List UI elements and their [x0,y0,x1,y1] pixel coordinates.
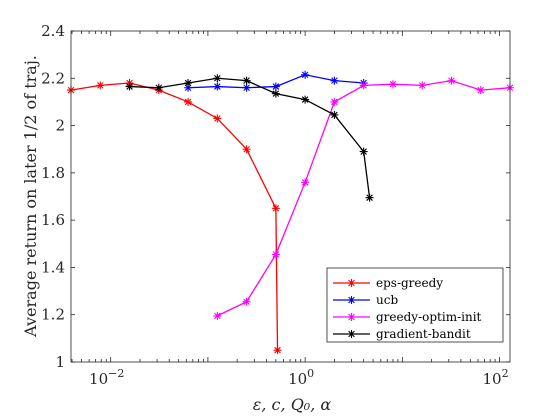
y-tick-label: 1.2 [41,306,65,324]
y-tick-label: 1 [55,353,65,371]
data-point [359,147,368,156]
data-point [184,79,193,88]
data-point [242,76,251,85]
x-tick-label: 102 [483,367,509,388]
x-axis-label: ε, c, Q₀, α [253,395,332,414]
data-point [242,83,251,92]
x-tick-base: 10 [89,370,108,388]
data-point [213,114,222,123]
y-axis-label: Average return on later 1/2 of traj. [21,55,40,338]
x-tick-exponent: 0 [307,367,314,380]
x-tick-base: 10 [483,370,502,388]
data-point [96,81,105,90]
series-line-gradient-bandit [129,77,371,198]
data-point [242,297,251,306]
data-point [301,178,310,187]
data-point [271,250,280,259]
y-tick-label: 1.4 [41,258,65,276]
legend-item-greedy-optim-init: greedy-optim-init [333,310,482,324]
x-tick-exponent: 2 [502,367,509,380]
legend-marker [347,313,356,321]
y-tick-label: 2.4 [41,22,65,40]
data-point [271,82,280,91]
legend-marker [347,279,356,287]
data-point [184,97,193,106]
data-point [242,145,251,154]
data-point [184,83,193,92]
legend: eps-greedy ucb greedy-optim-init gradient-b… [326,267,504,343]
data-point [125,82,134,91]
data-point [301,95,310,104]
axes-box [70,30,511,363]
data-point [359,81,368,90]
y-tick-label: 2 [55,117,65,135]
data-point [301,70,310,79]
data-point [154,83,163,92]
legend-marker [347,296,356,304]
x-tick-base: 10 [288,370,307,388]
legend-item-eps-greedy: eps-greedy [333,276,443,290]
data-point [273,346,282,355]
y-tick-label: 1.8 [41,164,65,182]
legend-item-ucb: ucb [333,293,398,307]
legend-label: gradient-bandit [376,327,471,341]
data-point [476,86,485,95]
x-tick-exponent: −2 [108,367,124,380]
data-point [330,76,339,85]
data-point [388,80,397,89]
data-point [213,74,222,83]
legend-box [326,267,504,343]
x-tick-label: 100 [288,367,314,388]
series-gradient-bandit [125,74,374,202]
data-point [447,76,456,85]
data-point [271,89,280,98]
data-point [330,110,339,119]
legend-item-gradient-bandit: gradient-bandit [333,327,471,341]
legend-label: greedy-optim-init [376,310,482,324]
x-tick-label: 10−2 [89,367,124,388]
legend-label: ucb [376,293,398,307]
data-point [271,204,280,213]
legend-label: eps-greedy [376,276,443,290]
y-tick-label: 1.6 [41,211,65,229]
x-axis: 10−2 100 102 [71,31,509,388]
data-point [330,97,339,106]
data-point [365,193,374,202]
data-point [418,81,427,90]
data-point [213,82,222,91]
y-axis: 1 1.2 1.4 1.6 1.8 2 2.2 2.4 [41,22,510,371]
legend-marker [347,330,356,338]
y-tick-label: 2.2 [41,69,65,87]
data-point [213,311,222,320]
